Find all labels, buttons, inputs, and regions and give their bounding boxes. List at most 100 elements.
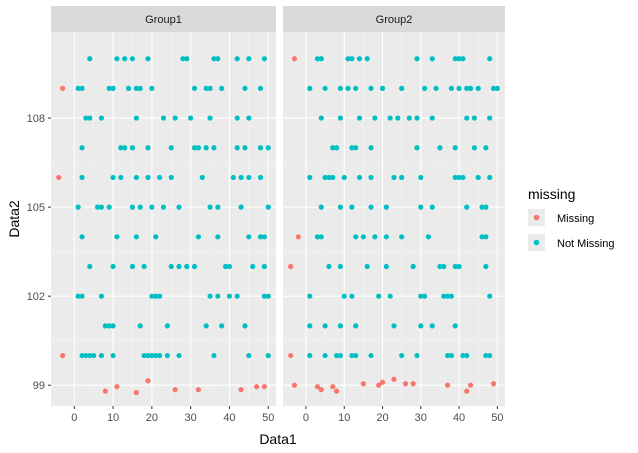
data-point-not-missing [133, 174, 139, 181]
data-point-not-missing [314, 234, 321, 240]
data-point-not-missing [246, 234, 252, 240]
data-point-not-missing [168, 263, 174, 270]
data-point-missing [360, 381, 366, 387]
data-point-not-missing [168, 174, 174, 181]
data-point-not-missing [429, 323, 435, 329]
legend-item-not-missing: Not Missing [528, 234, 614, 251]
data-point-not-missing [149, 352, 155, 359]
data-point-not-missing [376, 293, 382, 299]
data-point-not-missing [102, 323, 108, 329]
data-point-not-missing [230, 174, 236, 181]
data-point-not-missing [414, 352, 420, 359]
data-point-missing [376, 382, 382, 388]
data-point-not-missing [265, 204, 271, 210]
data-point-not-missing [211, 145, 217, 151]
panel-points [56, 56, 271, 396]
data-point-not-missing [337, 263, 344, 270]
data-point-not-missing [153, 234, 159, 240]
data-point-not-missing [383, 263, 389, 270]
data-point-not-missing [203, 145, 209, 151]
data-point-not-missing [242, 145, 248, 151]
data-point-missing [467, 382, 474, 388]
data-point-not-missing [387, 115, 393, 121]
data-point-not-missing [337, 352, 344, 359]
data-point-not-missing [106, 85, 112, 91]
data-point-not-missing [406, 115, 412, 121]
data-point-not-missing [387, 293, 393, 299]
facet-label-group1: Group1 [145, 14, 182, 26]
data-point-missing [288, 263, 294, 270]
data-point-missing [60, 85, 66, 91]
data-point-not-missing [314, 56, 321, 62]
data-point-not-missing [356, 115, 363, 121]
data-point-not-missing [122, 56, 128, 62]
data-point-missing [114, 384, 120, 390]
data-point-missing [291, 56, 298, 62]
data-point-not-missing [364, 263, 370, 270]
data-point-not-missing [383, 234, 389, 240]
data-point-missing [379, 379, 386, 385]
data-point-not-missing [448, 85, 455, 91]
data-point-not-missing [157, 293, 163, 299]
data-point-missing [238, 387, 244, 393]
data-point-not-missing [160, 115, 167, 121]
data-point-not-missing [307, 352, 313, 359]
data-point-missing [410, 381, 416, 387]
data-point-not-missing [234, 115, 240, 121]
panel-group1 [51, 32, 276, 406]
data-point-not-missing [191, 85, 198, 91]
data-point-missing [314, 384, 321, 390]
legend: missing Missing Not Missing [528, 186, 614, 251]
data-point-not-missing [422, 293, 428, 299]
data-point-not-missing [383, 204, 389, 210]
data-point-not-missing [399, 352, 405, 359]
data-point-not-missing [87, 115, 93, 121]
data-point-not-missing [265, 293, 271, 299]
data-point-not-missing [456, 263, 462, 270]
data-point-not-missing [368, 352, 374, 359]
data-point-not-missing [122, 145, 128, 151]
data-point-not-missing [487, 174, 493, 181]
data-point-not-missing [318, 204, 324, 210]
data-point-not-missing [234, 145, 240, 151]
data-point-not-missing [410, 263, 416, 270]
data-point-not-missing [195, 145, 202, 151]
data-point-not-missing [368, 174, 374, 181]
data-point-not-missing [345, 85, 351, 91]
data-point-not-missing [364, 56, 370, 62]
data-point-not-missing [98, 204, 105, 210]
data-point-not-missing [437, 145, 443, 151]
data-point-not-missing [353, 352, 359, 359]
data-point-not-missing [157, 174, 163, 181]
data-point-not-missing [168, 145, 174, 151]
data-point-not-missing [494, 85, 500, 91]
data-point-missing [444, 382, 451, 388]
data-point-not-missing [368, 204, 374, 210]
data-point-not-missing [129, 204, 136, 210]
data-point-not-missing [265, 352, 271, 359]
data-point-not-missing [157, 352, 163, 359]
facet-label-group2: Group2 [376, 14, 413, 26]
data-point-not-missing [353, 234, 359, 240]
data-point-not-missing [250, 263, 256, 270]
x-tick-label: 40 [223, 412, 235, 424]
data-point-missing [333, 388, 340, 394]
data-point-not-missing [83, 115, 89, 121]
data-point-not-missing [79, 85, 85, 91]
data-point-not-missing [222, 263, 229, 270]
facet-strip-group1 [51, 6, 276, 32]
data-point-not-missing [483, 234, 489, 240]
data-point-not-missing [219, 323, 225, 329]
data-point-not-missing [91, 352, 97, 359]
data-point-not-missing [98, 293, 105, 299]
data-point-not-missing [471, 115, 477, 121]
data-point-not-missing [441, 263, 447, 270]
data-point-not-missing [87, 263, 93, 270]
x-tick-label: 30 [185, 412, 197, 424]
data-point-not-missing [326, 174, 332, 181]
x-tick-label: 0 [71, 412, 77, 424]
data-point-missing [402, 381, 409, 387]
data-point-not-missing [114, 234, 120, 240]
data-point-not-missing [137, 323, 143, 329]
